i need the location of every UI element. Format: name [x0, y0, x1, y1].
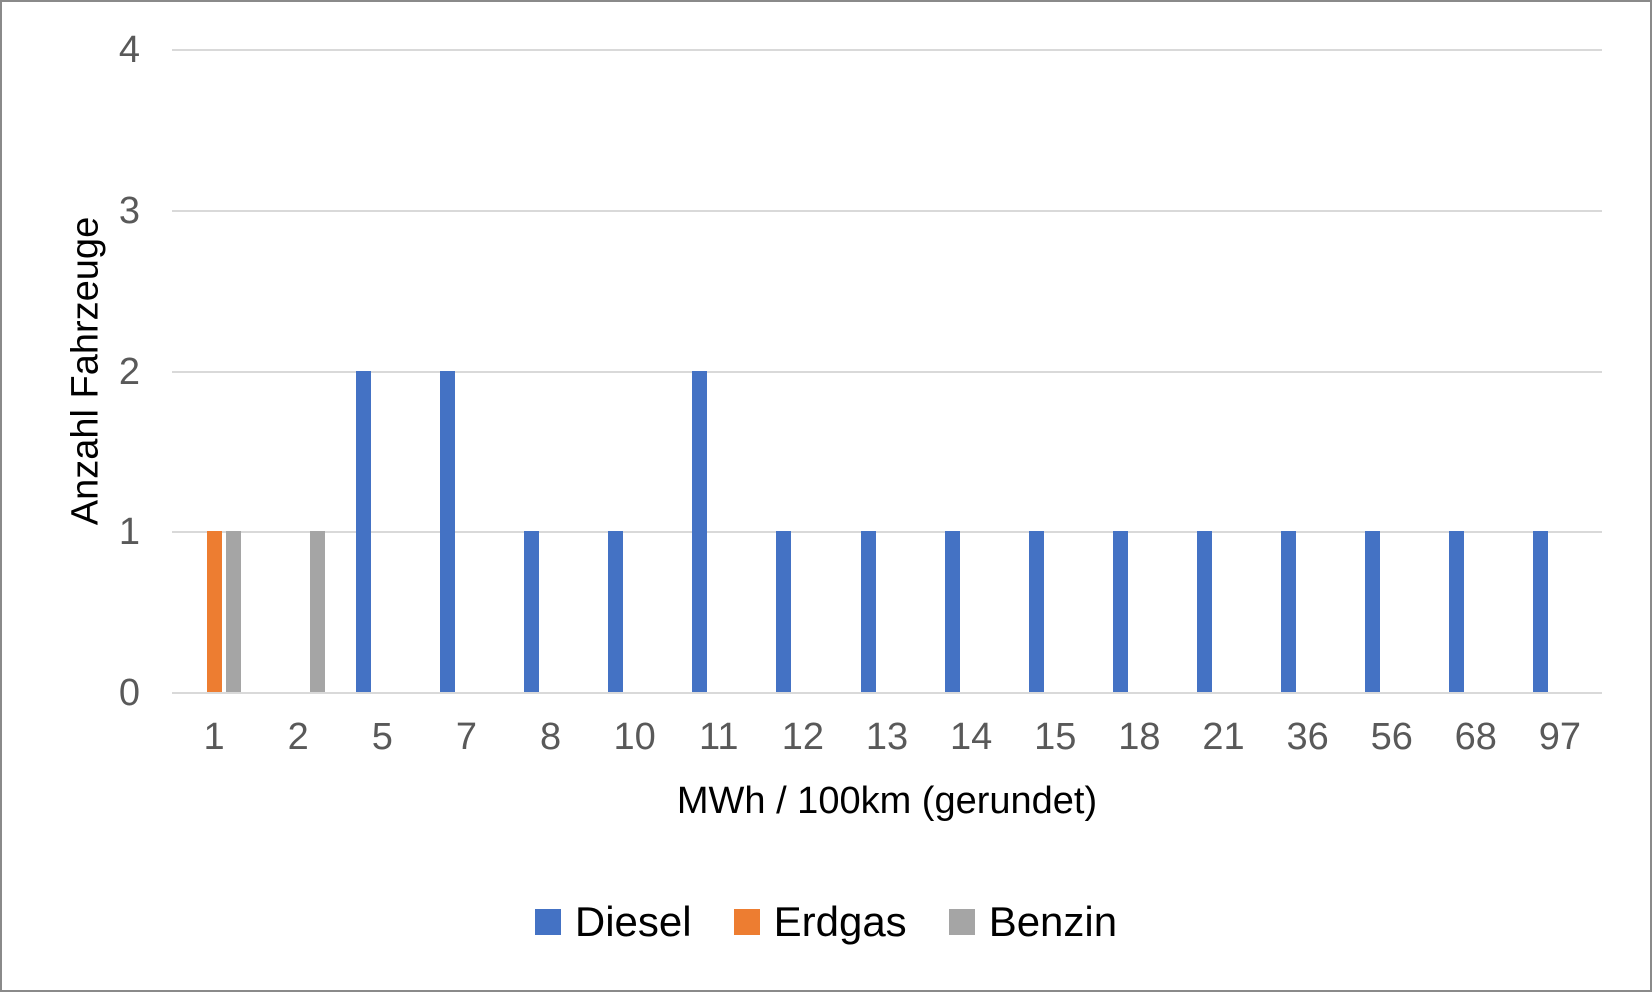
legend-item-diesel: Diesel — [534, 896, 692, 948]
x-tick-label-14: 14 — [949, 716, 993, 758]
bar-diesel-cat68 — [1449, 531, 1465, 692]
bar-diesel-cat7 — [439, 370, 455, 692]
legend-swatch-icon — [948, 909, 975, 935]
legend-label: Diesel — [574, 898, 692, 945]
bar-diesel-cat36 — [1281, 531, 1297, 692]
bar-benzin-cat2 — [309, 531, 325, 692]
bar-diesel-cat13 — [860, 531, 876, 692]
x-tick-label-21: 21 — [1202, 716, 1245, 758]
gridline-y4 — [172, 49, 1602, 51]
bar-erdgas-cat1 — [206, 531, 222, 692]
x-tick-label-11: 11 — [699, 716, 739, 758]
y-tick-label-0: 0 — [118, 672, 140, 714]
bar-diesel-cat15 — [1028, 531, 1044, 692]
x-tick-label-15: 15 — [1034, 716, 1077, 758]
x-axis-title: MWh / 100km (gerundet) — [676, 780, 1098, 822]
x-tick-label-12: 12 — [781, 716, 825, 758]
x-tick-label-18: 18 — [1118, 716, 1161, 758]
x-tick-label-8: 8 — [539, 716, 562, 758]
bar-diesel-cat18 — [1112, 531, 1128, 692]
gridline-y1 — [172, 531, 1602, 534]
x-tick-label-1: 1 — [203, 716, 225, 758]
y-tick-label-1: 1 — [118, 511, 140, 554]
legend-swatch-icon — [534, 909, 561, 935]
legend-item-erdgas: Erdgas — [733, 896, 907, 948]
legend: Diesel Erdgas Benzin — [2, 894, 1650, 950]
y-tick-label-4: 4 — [118, 29, 140, 71]
gridline-y2 — [172, 370, 1602, 373]
x-tick-label-97: 97 — [1538, 716, 1582, 758]
x-tick-label-56: 56 — [1370, 716, 1413, 758]
bar-diesel-cat8 — [524, 531, 540, 692]
bar-benzin-cat1 — [225, 531, 241, 692]
bar-diesel-cat5 — [355, 370, 371, 692]
legend-label: Benzin — [988, 898, 1118, 945]
bar-diesel-cat56 — [1365, 531, 1381, 692]
bar-diesel-cat21 — [1196, 531, 1212, 692]
x-tick-label-10: 10 — [613, 716, 656, 758]
x-tick-label-2: 2 — [287, 716, 309, 758]
gridline-y3 — [172, 209, 1602, 212]
legend-item-benzin: Benzin — [948, 896, 1118, 948]
legend-swatch-icon — [733, 909, 760, 935]
bar-diesel-cat10 — [608, 531, 624, 692]
bar-diesel-cat11 — [692, 370, 708, 692]
x-tick-label-36: 36 — [1286, 716, 1329, 758]
gridline-y0 — [172, 692, 1602, 694]
x-tick-label-7: 7 — [455, 716, 477, 758]
y-tick-label-3: 3 — [118, 189, 140, 232]
x-tick-label-68: 68 — [1454, 716, 1497, 758]
x-tick-label-5: 5 — [371, 716, 393, 758]
plot-area — [172, 49, 1602, 694]
bar-diesel-cat14 — [944, 531, 960, 692]
y-tick-label-2: 2 — [118, 350, 140, 393]
bar-diesel-cat12 — [776, 531, 792, 692]
legend-label: Erdgas — [773, 898, 907, 945]
bar-diesel-cat97 — [1533, 531, 1549, 692]
x-tick-label-13: 13 — [865, 716, 909, 758]
